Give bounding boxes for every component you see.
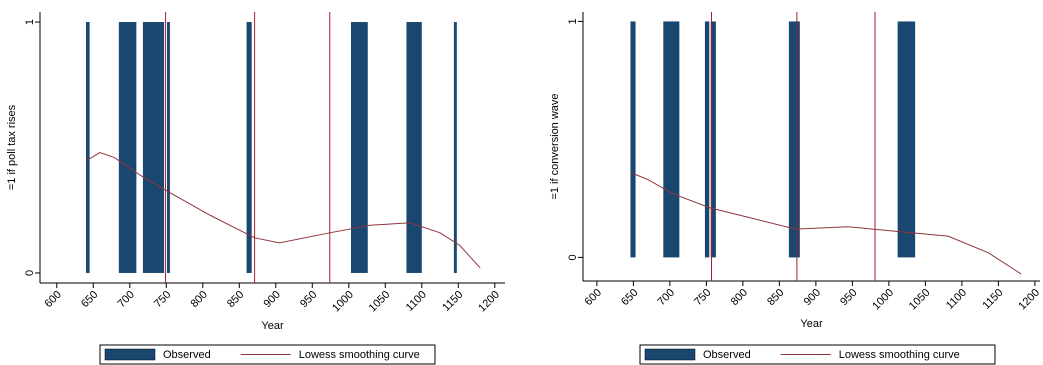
x-tick-label: 600: [583, 287, 604, 308]
bar: [663, 21, 680, 258]
bar: [704, 21, 710, 258]
x-tick-label: 700: [115, 289, 136, 310]
x-tick-label: 800: [188, 289, 209, 310]
x-tick-label: 1200: [476, 289, 502, 315]
bar: [897, 21, 916, 258]
legend-label: Lowess smoothing curve: [299, 349, 420, 361]
bar: [788, 21, 800, 258]
bar: [630, 21, 636, 258]
x-tick-label: 950: [298, 289, 319, 310]
x-tick-label: 900: [261, 289, 282, 310]
x-tick-label: 750: [692, 287, 713, 308]
y-tick-label: 1: [567, 18, 579, 24]
lowess-line: [630, 171, 1022, 275]
x-tick-label: 1100: [944, 287, 969, 312]
legend-label: Observed: [163, 349, 211, 361]
bar: [710, 21, 716, 258]
x-tick-label: 900: [802, 287, 823, 308]
x-tick-label: 750: [152, 289, 173, 310]
x-axis-title: Year: [261, 320, 284, 332]
x-tick-label: 1150: [980, 287, 1005, 312]
legend-swatch: [104, 348, 156, 361]
x-axis-title: Year: [800, 318, 823, 330]
x-tick-label: 650: [79, 289, 100, 310]
legend-label: Observed: [703, 349, 751, 361]
x-tick-label: 950: [838, 287, 859, 308]
bar: [142, 22, 165, 273]
x-tick-label: 650: [619, 287, 640, 308]
legend-label: Lowess smoothing curve: [839, 349, 960, 361]
bar: [118, 22, 137, 273]
bar: [406, 22, 422, 273]
x-tick-label: 1150: [440, 289, 465, 314]
bar: [453, 22, 457, 273]
lowess-line: [87, 151, 481, 269]
bar: [246, 22, 252, 273]
x-tick-label: 1000: [330, 289, 356, 315]
y-axis-title: =1 if conversion wave: [549, 93, 561, 199]
y-tick-label: 0: [24, 270, 36, 276]
x-tick-label: 700: [656, 287, 677, 308]
x-tick-label: 600: [42, 289, 63, 310]
x-tick-label: 1050: [367, 289, 393, 315]
x-tick-label: 1200: [1016, 287, 1042, 313]
x-tick-label: 1000: [870, 287, 896, 313]
x-tick-label: 850: [765, 287, 786, 308]
x-tick-label: 800: [729, 287, 750, 308]
y-tick-label: 0: [567, 254, 579, 260]
y-tick-label: 1: [24, 19, 36, 25]
x-tick-label: 1100: [404, 289, 429, 314]
bar: [167, 22, 170, 273]
x-tick-label: 1050: [907, 287, 933, 313]
legend-swatch: [644, 348, 696, 361]
x-tick-label: 850: [225, 289, 246, 310]
y-axis-title: =1 if poll tax rises: [6, 104, 18, 190]
bar: [85, 22, 90, 273]
bar: [350, 22, 368, 273]
